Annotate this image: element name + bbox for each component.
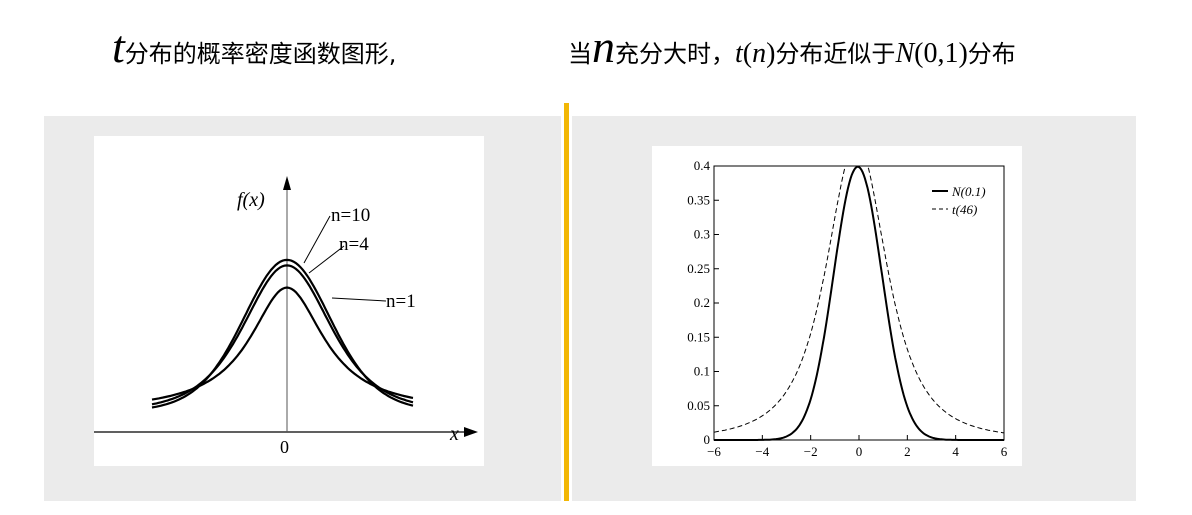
x-axis-arrow <box>464 427 478 437</box>
normal-curve <box>714 165 1004 441</box>
right-heading-middle: 充分大时， <box>615 40 735 68</box>
x-tick-label: −6 <box>707 444 721 459</box>
paren-close: ) <box>766 38 776 69</box>
y-tick-label: 0.25 <box>687 261 710 276</box>
right-heading-text2: 分布近似于 <box>775 40 896 68</box>
N-args: (0,1) <box>914 38 968 69</box>
y-tick-label: 0.4 <box>694 158 711 173</box>
series-label-n4: n=4 <box>339 234 369 255</box>
normal-approx-figure: −6 −4 −2 0 2 4 6 0 0.05 0.1 0.15 0.2 0.25 0.3 0.35 0.4 … <box>652 146 1022 466</box>
y-axis-arrow <box>283 176 291 190</box>
right-curves <box>713 165 1005 441</box>
y-tick-label: 0.1 <box>694 364 710 379</box>
t-expr: t <box>735 38 743 69</box>
right-panel: −6 −4 −2 0 2 4 6 0 0.05 0.1 0.15 0.2 0.25 0.3 0.35 0.4 … <box>572 116 1136 501</box>
series-label-n10: n=10 <box>331 205 370 226</box>
t-symbol: t <box>112 21 125 72</box>
y-tick-label: 0.3 <box>694 227 710 242</box>
y-tick-label: 0 <box>704 432 711 447</box>
x-axis-label: x <box>449 423 459 445</box>
x-tick-label: 4 <box>952 444 959 459</box>
left-heading-text: 分布的概率密度函数图形, <box>124 40 397 68</box>
right-heading: 当n充分大时，t(n)分布近似于N(0,1)分布 <box>568 22 1016 79</box>
left-curves <box>151 258 414 409</box>
t-curve <box>713 165 1005 434</box>
y-tick-label: 0.2 <box>694 295 710 310</box>
x-tick-label: −2 <box>804 444 818 459</box>
left-heading: t分布的概率密度函数图形, <box>112 22 396 79</box>
x-tick-label: −4 <box>755 444 769 459</box>
left-leaders <box>303 215 387 302</box>
legend-label-normal: N(0.1) <box>951 184 986 199</box>
series-label-n1: n=1 <box>386 291 416 312</box>
left-panel: f(x) x 0 n=10 n=4 n=1 <box>44 116 561 501</box>
curve-n1 <box>151 286 414 401</box>
normal-vs-t-chart: −6 −4 −2 0 2 4 600.050.10.150.20.250.30.350.4 … <box>687 158 1008 459</box>
y-tick-label: 0.15 <box>687 329 710 344</box>
yellow-divider <box>564 103 569 501</box>
paren-open: ( <box>742 38 753 69</box>
y-axis-label: f(x) <box>237 189 265 211</box>
N-expr: N <box>895 38 915 69</box>
n-expr: n <box>752 38 767 69</box>
leader-line-1 <box>308 245 345 274</box>
leader-line-2 <box>331 297 387 302</box>
right-ticks: −6 −4 −2 0 2 4 6 0 0.05 0.1 0.15 0.2 0.25 0.3 0.35 0.4 <box>687 158 1008 459</box>
t-distribution-chart: f(x) x 0 n=10 n=4 n=1 <box>94 176 478 457</box>
y-tick-label: 0.05 <box>687 398 710 413</box>
n-symbol: n <box>592 21 615 72</box>
right-heading-prefix: 当 <box>568 40 592 68</box>
x-tick-label: 6 <box>1001 444 1008 459</box>
right-heading-suffix: 分布 <box>967 40 1016 68</box>
legend-label-t: t(46) <box>952 202 977 217</box>
leader-line-0 <box>303 215 331 264</box>
y-tick-label: 0.35 <box>687 192 710 207</box>
x-tick-label: 0 <box>856 444 863 459</box>
x-tick-label-0: 0 <box>280 437 289 457</box>
curve-n4 <box>151 264 414 406</box>
t-distribution-figure: f(x) x 0 n=10 n=4 n=1 <box>94 136 484 466</box>
x-tick-label: 2 <box>904 444 911 459</box>
